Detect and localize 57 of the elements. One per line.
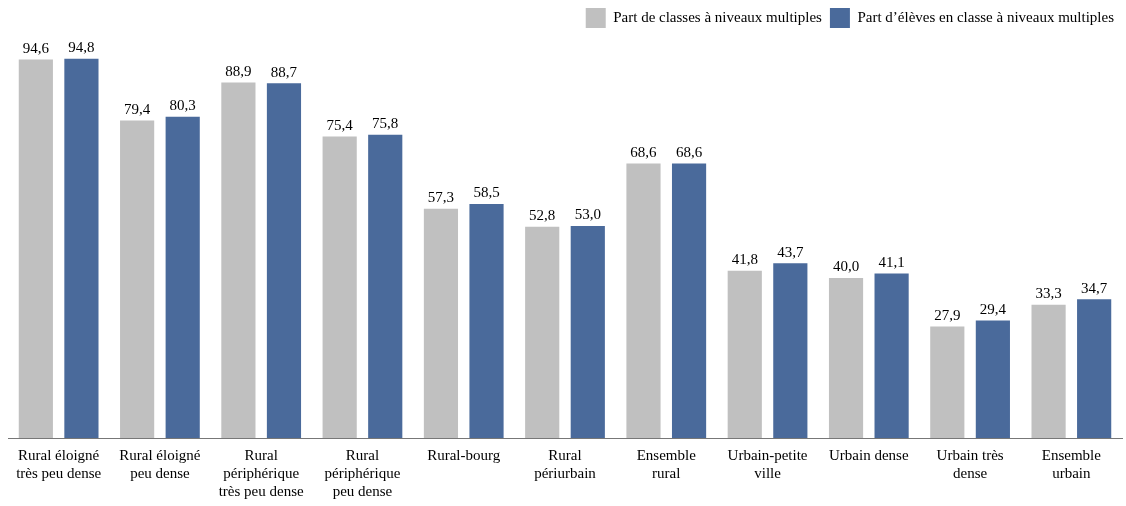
data-label: 94,6 xyxy=(22,40,50,57)
x-tick-label: Rural périphérique très peu dense xyxy=(218,446,305,499)
x-tick-label: Rural périphérique peu dense xyxy=(324,446,401,499)
bar xyxy=(626,163,661,438)
bar xyxy=(930,326,965,438)
bar xyxy=(1031,304,1066,438)
bar xyxy=(727,270,762,438)
x-tick-label: Rural éloigné peu dense xyxy=(119,446,201,481)
bar xyxy=(1077,299,1112,438)
data-label: 68,6 xyxy=(675,144,703,161)
legend-label: Part d’élèves en classe à niveaux multiples xyxy=(857,8,1115,25)
data-label: 41,1 xyxy=(878,254,905,271)
bar xyxy=(18,59,53,438)
data-label: 34,7 xyxy=(1081,279,1108,296)
bar xyxy=(165,116,200,438)
bar xyxy=(221,82,256,438)
bar xyxy=(570,226,605,438)
data-label: 57,3 xyxy=(427,189,455,206)
data-label: 43,7 xyxy=(777,243,804,260)
bar xyxy=(120,120,155,438)
legend-label: Part de classes à niveaux multiples xyxy=(613,8,823,25)
data-label: 41,8 xyxy=(731,251,758,268)
bar xyxy=(322,136,357,438)
x-tick-label: Urbain-petite ville xyxy=(727,446,808,481)
data-label: 53,0 xyxy=(574,206,601,223)
data-label: 75,4 xyxy=(326,116,354,133)
bar xyxy=(368,134,403,438)
data-label: 94,8 xyxy=(68,39,95,56)
data-label: 33,3 xyxy=(1035,285,1062,302)
x-tick-label: Ensemble urbain xyxy=(1041,446,1102,481)
bar xyxy=(975,320,1010,438)
bar xyxy=(266,83,302,438)
x-tick-label: Ensemble rural xyxy=(636,446,697,481)
bar xyxy=(525,226,560,438)
data-label: 58,5 xyxy=(473,184,500,201)
bar xyxy=(64,58,99,438)
data-label: 75,8 xyxy=(372,115,399,132)
data-label: 79,4 xyxy=(124,100,151,117)
x-tick-label: Rural éloigné très peu dense xyxy=(16,446,102,481)
x-tick-label: Rural périurbain xyxy=(534,446,597,481)
x-tick-label: Urbain dense xyxy=(829,446,909,463)
x-tick-label: Urbain très dense xyxy=(936,446,1004,481)
bar xyxy=(671,163,707,438)
x-tick-label: Rural-bourg xyxy=(427,446,501,463)
bar xyxy=(423,208,459,438)
bar xyxy=(874,273,909,438)
data-label: 27,9 xyxy=(934,306,961,323)
data-label: 88,9 xyxy=(225,62,252,79)
data-label: 80,3 xyxy=(169,97,196,114)
bar xyxy=(469,204,504,438)
bar xyxy=(773,263,808,438)
data-label: 52,8 xyxy=(529,207,556,224)
data-label: 88,7 xyxy=(270,63,298,80)
data-label: 29,4 xyxy=(979,300,1007,317)
data-label: 68,6 xyxy=(630,144,658,161)
bar xyxy=(828,278,864,438)
data-label: 40,0 xyxy=(832,258,860,275)
